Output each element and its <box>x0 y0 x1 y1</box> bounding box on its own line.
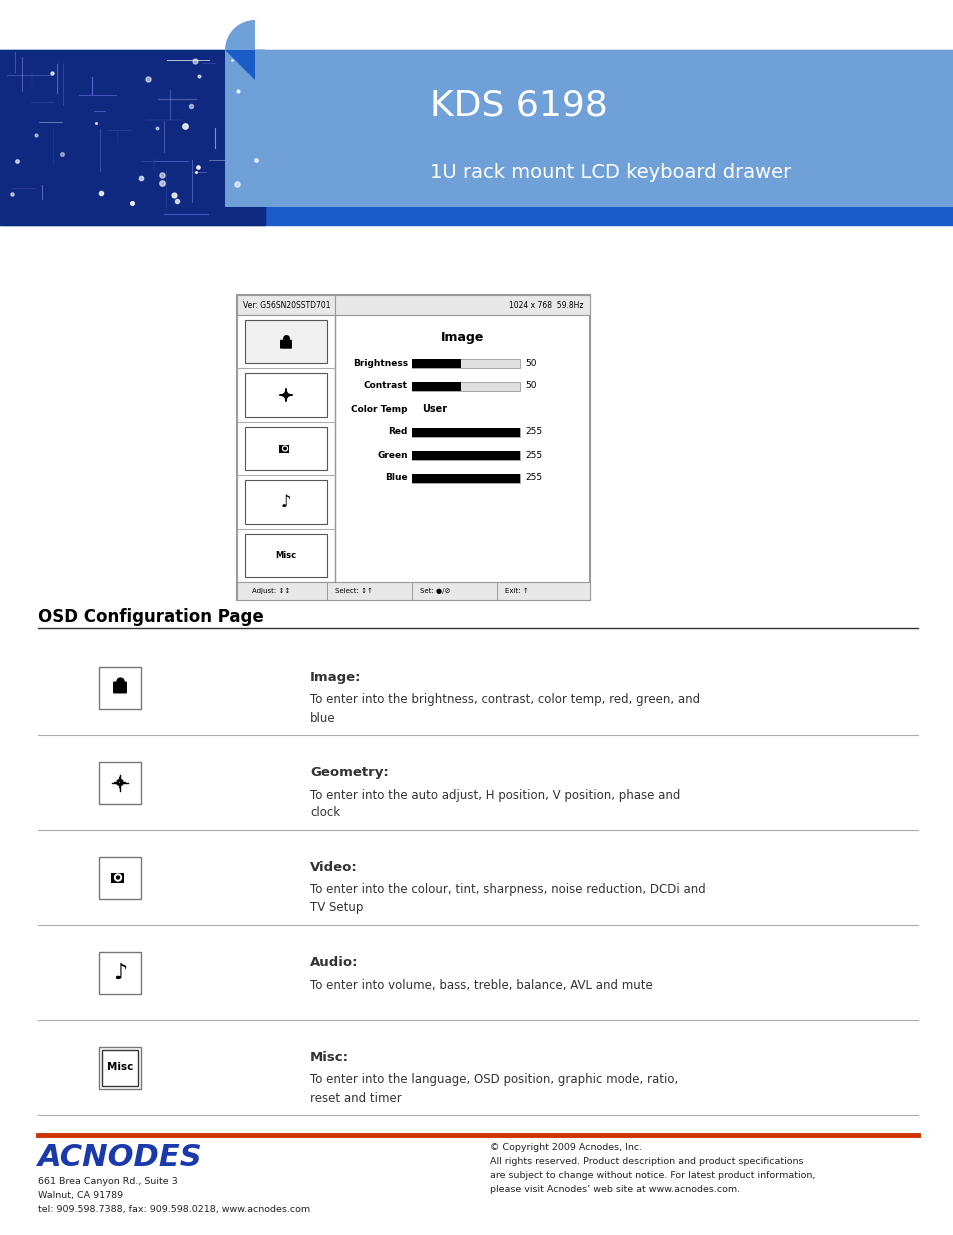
Text: Blue: Blue <box>385 473 408 483</box>
Bar <box>412 451 519 459</box>
Bar <box>412 382 519 390</box>
Bar <box>236 295 589 315</box>
Bar <box>111 872 124 883</box>
Circle shape <box>283 447 286 450</box>
Text: Red: Red <box>388 427 408 436</box>
Text: ACNODES: ACNODES <box>38 1144 203 1172</box>
Bar <box>99 951 141 993</box>
Text: Adjust: ↕↕: Adjust: ↕↕ <box>252 588 290 594</box>
Text: 661 Brea Canyon Rd., Suite 3
Walnut, CA 91789
tel: 909.598.7388, fax: 909.598.02: 661 Brea Canyon Rd., Suite 3 Walnut, CA … <box>38 1177 310 1214</box>
Bar <box>245 480 327 524</box>
Text: 50: 50 <box>524 358 536 368</box>
Text: 255: 255 <box>524 473 541 483</box>
Text: Misc: Misc <box>275 551 296 559</box>
Text: Contrast: Contrast <box>364 382 408 390</box>
Text: Ver: G56SN20SSTD701: Ver: G56SN20SSTD701 <box>243 300 330 310</box>
Bar <box>412 473 519 483</box>
Text: To enter into volume, bass, treble, balance, AVL and mute: To enter into volume, bass, treble, bala… <box>310 978 652 992</box>
Bar <box>0 49 953 225</box>
Circle shape <box>282 446 287 451</box>
Text: 1024 x 768  59.8Hz: 1024 x 768 59.8Hz <box>509 300 583 310</box>
Text: Audio:: Audio: <box>310 956 358 969</box>
Text: To enter into the language, OSD position, graphic mode, ratio,
reset and timer: To enter into the language, OSD position… <box>310 1073 678 1104</box>
FancyBboxPatch shape <box>112 682 127 694</box>
Text: Set: ●/⊘: Set: ●/⊘ <box>419 588 450 594</box>
Text: 255: 255 <box>524 427 541 436</box>
Text: Select: ↕↑: Select: ↕↑ <box>335 588 373 594</box>
Bar <box>99 667 141 709</box>
Polygon shape <box>225 49 254 80</box>
Bar <box>99 857 141 899</box>
Bar <box>236 315 335 582</box>
Circle shape <box>114 874 121 881</box>
Bar <box>0 49 265 225</box>
Text: ♪: ♪ <box>112 962 127 983</box>
Bar <box>412 358 519 368</box>
FancyBboxPatch shape <box>280 340 292 348</box>
Text: Video:: Video: <box>310 861 357 874</box>
Text: © Copyright 2009 Acnodes, Inc.
All rights reserved. Product description and prod: © Copyright 2009 Acnodes, Inc. All right… <box>490 1144 815 1194</box>
Bar <box>412 473 519 483</box>
Text: OSD Configuration Page: OSD Configuration Page <box>38 608 263 626</box>
Text: KDS 6198: KDS 6198 <box>430 89 607 124</box>
Wedge shape <box>225 20 254 49</box>
Bar <box>225 49 254 207</box>
Bar <box>236 582 589 600</box>
Bar <box>412 427 519 436</box>
Text: Image:: Image: <box>310 671 361 684</box>
Bar <box>102 1050 138 1086</box>
Bar <box>412 451 519 459</box>
Text: ♪: ♪ <box>280 493 291 511</box>
Bar <box>412 382 460 390</box>
Text: Misc:: Misc: <box>310 1051 349 1065</box>
Bar <box>412 358 460 368</box>
Text: Geometry:: Geometry: <box>310 766 388 779</box>
Text: 50: 50 <box>524 382 536 390</box>
Text: User: User <box>421 404 447 414</box>
Text: 255: 255 <box>524 451 541 459</box>
Bar <box>245 373 327 416</box>
Bar <box>99 762 141 804</box>
Text: Color Temp: Color Temp <box>351 405 408 414</box>
Circle shape <box>116 876 119 879</box>
Text: To enter into the auto adjust, H position, V position, phase and
clock: To enter into the auto adjust, H positio… <box>310 788 679 820</box>
FancyBboxPatch shape <box>254 49 953 207</box>
Text: To enter into the brightness, contrast, color temp, red, green, and
blue: To enter into the brightness, contrast, … <box>310 694 700 725</box>
Bar <box>245 320 327 363</box>
Text: Brightness: Brightness <box>353 358 408 368</box>
Text: Exit: ↑: Exit: ↑ <box>504 588 528 594</box>
Bar <box>278 445 289 452</box>
Text: Image: Image <box>440 331 484 343</box>
Text: Misc: Misc <box>107 1062 133 1072</box>
Text: 1U rack mount LCD keyboard drawer: 1U rack mount LCD keyboard drawer <box>430 163 790 182</box>
Bar <box>245 534 327 577</box>
Bar <box>99 1046 141 1088</box>
Bar <box>245 427 327 471</box>
Bar <box>412 427 519 436</box>
Text: Green: Green <box>377 451 408 459</box>
Text: To enter into the colour, tint, sharpness, noise reduction, DCDi and
TV Setup: To enter into the colour, tint, sharpnes… <box>310 883 705 914</box>
Bar <box>236 295 589 600</box>
